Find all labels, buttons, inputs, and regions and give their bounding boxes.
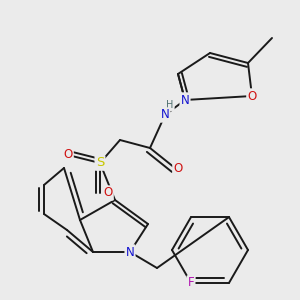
Text: N: N bbox=[160, 109, 169, 122]
Text: N: N bbox=[181, 94, 189, 106]
Text: F: F bbox=[188, 276, 194, 290]
Text: O: O bbox=[248, 89, 256, 103]
Text: O: O bbox=[63, 148, 73, 161]
Text: S: S bbox=[96, 157, 104, 169]
Text: O: O bbox=[173, 161, 183, 175]
Text: H: H bbox=[166, 100, 174, 110]
Text: N: N bbox=[126, 245, 134, 259]
Text: O: O bbox=[103, 187, 112, 200]
